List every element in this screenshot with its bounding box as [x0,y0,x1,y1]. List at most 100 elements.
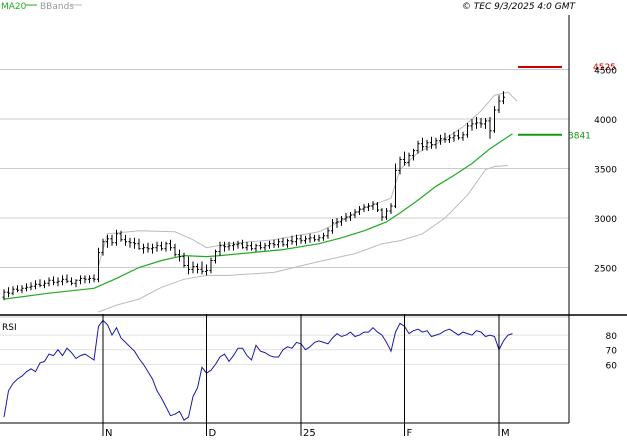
ohlc-bar [213,249,218,264]
ohlc-bar [83,275,87,284]
ohlc-bar [60,275,65,286]
price-gridlines [0,69,569,318]
bb-lower-line [98,165,509,313]
ohlc-bar [150,243,155,254]
ohlc-bar [15,285,20,293]
ohlc-bar [132,237,137,249]
ohlc-bar [78,275,83,285]
ohlc-bar [308,233,312,243]
ohlc-bar [488,117,492,139]
ohlc-bar [236,240,240,249]
copyright-timestamp: © TEC 9/3/2025 4:0 GMT [462,2,577,12]
ohlc-bar [227,241,231,251]
ohlc-bar [195,263,200,274]
ohlc-bar [326,227,330,239]
ohlc-bar [29,282,33,291]
ohlc-bar [380,208,384,221]
ohlc-bar [168,239,173,251]
price-y-tick-3000: 3000 [594,215,617,225]
rsi-line [3,319,513,421]
ohlc-bar [393,163,398,209]
ohlc-bar [402,151,407,166]
ohlc-bar [492,106,497,133]
ohlc-bar [429,136,434,149]
ohlc-bar [474,117,479,129]
price-panel [0,15,569,314]
ohlc-bar [101,238,105,256]
ohlc-bar [245,241,249,251]
ohlc-bar [2,289,6,301]
ohlc-bar [285,238,290,248]
ohlc-bar [182,252,186,268]
ma-legend-label: MA20 [1,2,27,12]
ohlc-bar [339,216,344,226]
ohlc-bar [42,280,47,289]
rsi-line-group [3,319,513,421]
ohlc-bar [267,240,272,249]
ohlc-bar [299,234,303,244]
ohlc-bar [110,234,114,246]
ohlc-bar [164,241,168,252]
ohlc-bar [24,283,29,292]
ohlc-bar [497,95,501,113]
ohlc-bar [74,279,78,288]
ohlc-bar [119,230,123,242]
support-label: 3841 [568,132,591,142]
ohlc-bar [335,218,339,228]
ohlc-bar [407,152,411,167]
ohlc-bar [416,140,420,154]
ohlc-bar [146,242,150,253]
ohlc-bar [272,239,276,248]
ohlc-bar [92,274,96,283]
ohlc-bar [123,234,128,246]
ohlc-bar [51,276,56,286]
ohlc-bar [461,131,465,141]
ohlc-bar [159,241,164,251]
ohlc-bar [231,241,236,251]
ohlc-bar [33,280,38,290]
ohlc-bar [56,277,60,287]
price-y-tick-2500: 2500 [594,265,617,275]
ohlc-bar [362,204,366,212]
ohlc-bar [240,239,245,249]
ohlc-bar [290,235,294,245]
ohlc-bar [398,156,402,175]
ohlc-bar [20,285,24,294]
ohlc-bar [191,261,195,274]
ohlc-bar [177,249,182,262]
rsi-y-tick-70: 70 [606,347,618,357]
rsi-y-tick-60: 60 [606,361,618,371]
ohlc-bar [218,241,222,256]
ohlc-bar [420,137,425,151]
ohlc-bar [186,256,191,275]
bollinger-bands [98,91,518,313]
ohlc-bar [411,148,416,161]
ohlc-bar [344,213,348,222]
ohlc-bar [222,241,227,252]
x-tick-label-F: F [407,428,413,439]
ohlc-bar [137,238,141,250]
ohlc-bar [263,242,267,251]
ohlc-bar [456,129,461,140]
ohlc-bar [96,247,101,283]
ohlc-bar [87,275,92,284]
ohlc-bar [281,237,285,247]
price-y-tick-4500: 4500 [594,67,617,77]
ohlc-bar [312,234,317,242]
ma20-line-group [3,133,513,300]
ohlc-bar [249,241,254,251]
ohlc-bar [357,206,362,215]
ohlc-bar [6,287,11,298]
ohlc-bar [501,91,506,105]
resistance-label: 4525 [593,63,616,73]
price-y-tick-3500: 3500 [594,166,617,176]
ohlc-bar [317,234,321,242]
ohlc-bar [69,277,74,286]
ohlc-bar [65,274,69,284]
ohlc-bar [155,241,159,252]
bb-upper-line [98,91,518,266]
bbands-legend-label: BBands [40,2,74,12]
price-y-tick-labels: 2500 3000 3500 4000 4500 [594,67,617,275]
ohlc-bar [425,139,429,151]
